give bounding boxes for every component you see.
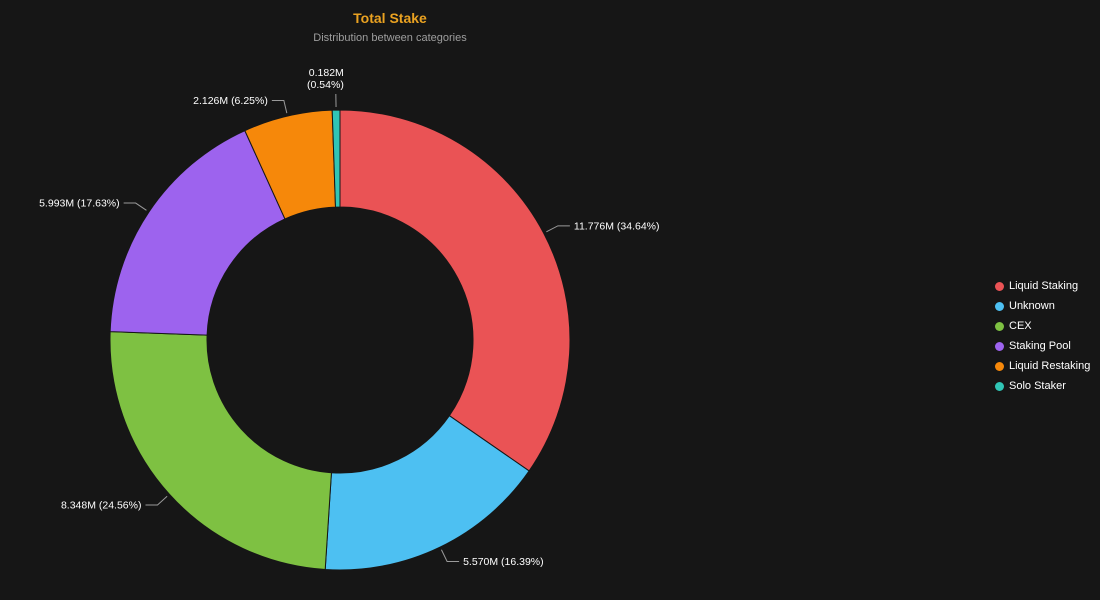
leader-line <box>271 99 288 114</box>
slice-cex[interactable] <box>109 331 332 571</box>
legend-item-liquid-restaking[interactable]: Liquid Restaking <box>995 356 1090 376</box>
slice-label-cex: 8.348M (24.56%) <box>61 499 142 511</box>
leader-line <box>546 225 570 233</box>
legend-item-staking-pool[interactable]: Staking Pool <box>995 336 1090 356</box>
legend-label: Solo Staker <box>1009 380 1066 392</box>
legend: Liquid Staking Unknown CEX Staking Pool Liqu… <box>995 276 1090 396</box>
legend-dot-icon <box>995 301 1004 311</box>
slice-label-liquid-staking: 11.776M (34.64%) <box>574 220 660 232</box>
slice-label-unknown: 5.570M (16.39%) <box>463 556 544 568</box>
legend-label: Liquid Restaking <box>1009 360 1091 372</box>
legend-dot-icon <box>995 341 1004 351</box>
legend-dot-icon <box>995 361 1004 371</box>
slice-label-staking-pool: 5.993M (17.63%) <box>39 198 120 210</box>
legend-item-solo-staker[interactable]: Solo Staker <box>995 376 1090 396</box>
legend-label: Staking Pool <box>1009 340 1071 352</box>
leader-line <box>123 202 147 211</box>
slice-label-liquid-restaking: 2.126M (6.25%) <box>193 95 268 107</box>
slice-label-solo-staker: 0.182M <box>309 67 344 79</box>
legend-label: Unknown <box>1009 300 1055 312</box>
legend-item-cex[interactable]: CEX <box>995 316 1090 336</box>
legend-item-unknown[interactable]: Unknown <box>995 296 1090 316</box>
legend-dot-icon <box>995 281 1004 291</box>
leader-line <box>440 549 460 562</box>
leader-line <box>145 495 168 506</box>
slice-liquid-staking[interactable] <box>339 109 571 472</box>
legend-dot-icon <box>995 321 1004 331</box>
legend-dot-icon <box>995 381 1004 391</box>
legend-label: Liquid Staking <box>1009 280 1079 292</box>
slice-label-solo-staker: (0.54%) <box>307 79 344 91</box>
legend-item-liquid-staking[interactable]: Liquid Staking <box>995 276 1090 296</box>
slice-staking-pool[interactable] <box>109 129 286 336</box>
legend-label: CEX <box>1009 320 1032 332</box>
slice-solo-staker[interactable] <box>331 109 341 208</box>
donut-chart: 11.776M (34.64%) 5.570M (16.39%) 8.348M (2… <box>39 67 660 571</box>
